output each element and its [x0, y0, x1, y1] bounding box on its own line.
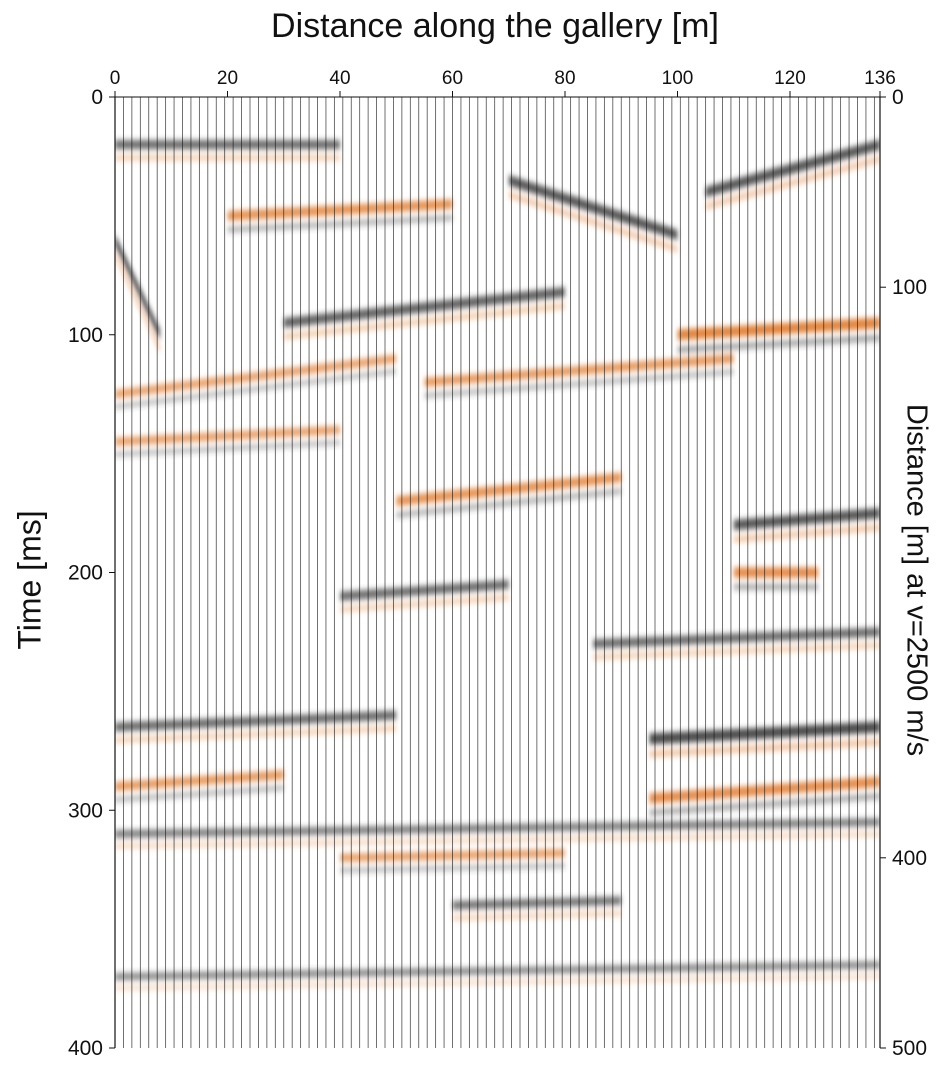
y-tick-label: 300 [68, 799, 103, 822]
reflector-lobe [705, 155, 880, 210]
x-tick-label: 136 [864, 68, 896, 89]
x-tick-label: 100 [662, 68, 694, 89]
x-tick-label: 20 [217, 68, 238, 89]
reflector-lobe [733, 583, 819, 591]
reflector-band [733, 567, 819, 578]
y-tick-label: 200 [68, 562, 103, 585]
y2-tick-label: 500 [892, 1037, 927, 1060]
reflector-lobe [677, 334, 880, 354]
reflector-band [705, 139, 880, 198]
y2-tick-label: 100 [892, 276, 927, 299]
reflector-lobe [593, 642, 880, 661]
reflector-band [593, 627, 880, 649]
reflector-lobe [508, 191, 678, 253]
x-tick-label: 80 [554, 68, 575, 89]
y-tick-label: 100 [68, 324, 103, 347]
section-area [115, 97, 880, 1048]
x-axis-title: Distance along the gallery [m] [271, 7, 719, 45]
reflector-band [508, 175, 678, 241]
x-tick-label: 60 [442, 68, 463, 89]
reflector-lobe [340, 594, 509, 613]
x-tick-label: 0 [110, 68, 121, 89]
y-tick-label: 400 [68, 1037, 103, 1060]
reflector-band [677, 317, 880, 341]
trace-lines [115, 97, 875, 1048]
reflector-band [340, 579, 509, 601]
x-tick-label: 40 [329, 68, 350, 89]
y2-tick-label: 0 [892, 86, 904, 109]
y2-tick-label: 400 [892, 847, 927, 870]
y-tick-label: 0 [91, 86, 103, 109]
x-tick-label: 120 [774, 68, 806, 89]
